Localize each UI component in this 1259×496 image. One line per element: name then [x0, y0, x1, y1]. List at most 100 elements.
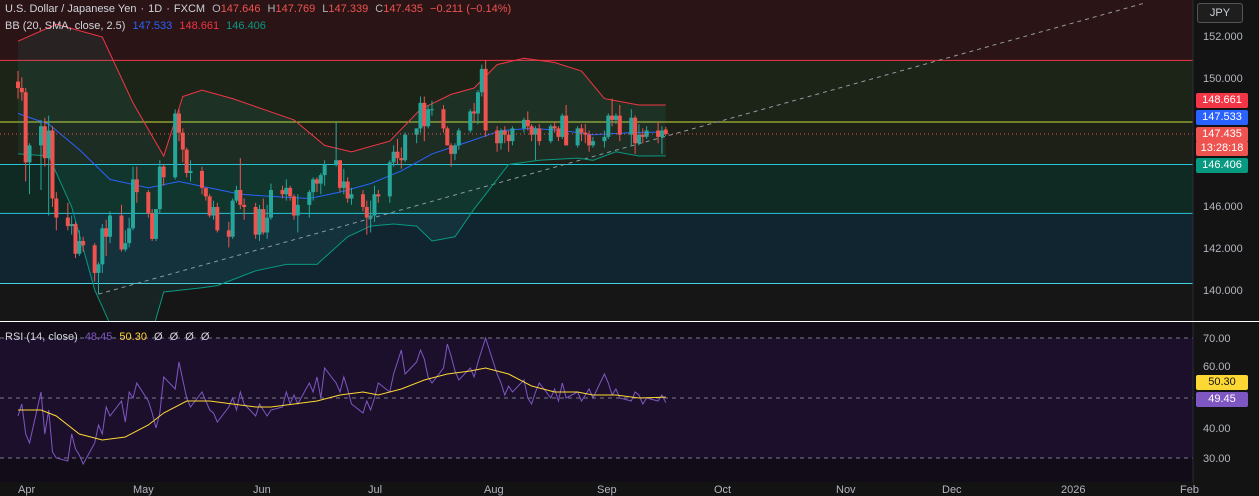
rsi-ma-value: 50.30: [119, 331, 147, 343]
candle-body: [203, 187, 208, 197]
candle-body: [19, 88, 24, 93]
zone-top: [0, 0, 1193, 61]
close-label: C: [375, 3, 384, 15]
candle-body: [449, 145, 454, 154]
bb-legend[interactable]: BB (20, SMA, close, 2.5) 147.533 148.661…: [5, 20, 270, 32]
price-tick: 142.000: [1203, 243, 1243, 255]
rsi-line: [17, 336, 667, 466]
change-value: −0.211 (−0.14%): [430, 3, 512, 15]
x-tick: Feb: [1180, 484, 1199, 496]
candle-body: [387, 162, 392, 197]
candle-body: [472, 111, 477, 114]
candle-body: [656, 130, 661, 137]
interval-label: 1D: [148, 3, 163, 15]
candle-body: [613, 115, 618, 120]
candle-body: [77, 241, 82, 254]
candle-body: [345, 181, 350, 199]
candle-body: [107, 215, 112, 237]
candle-body: [46, 130, 51, 159]
candle-body: [50, 130, 55, 199]
open-value: 147.646: [220, 3, 261, 15]
countdown-badge: 13:28:18: [1196, 141, 1248, 156]
candle-body: [295, 204, 300, 216]
candle-body: [510, 128, 515, 142]
zone-bottom: [0, 283, 1193, 321]
candle-body: [268, 190, 273, 218]
rsi-tick: 70.00: [1203, 333, 1231, 345]
candle-body: [341, 181, 346, 188]
candle-body: [395, 151, 400, 159]
candle-body: [42, 126, 47, 159]
candle-body: [16, 81, 20, 88]
candle-body: [96, 264, 101, 273]
open-label: O: [212, 3, 221, 15]
candlesticks: [16, 60, 668, 295]
candle-body: [161, 166, 166, 178]
rsi-legend[interactable]: RSI (14, close) 48.45 50.30 Ø Ø Ø Ø: [5, 331, 213, 343]
candle-body: [38, 126, 43, 146]
candle-body: [525, 119, 530, 127]
candle-body: [583, 132, 588, 135]
candle-body: [199, 170, 204, 188]
candle-body: [157, 166, 162, 210]
symbol-name: U.S. Dollar / Japanese Yen: [5, 3, 137, 15]
candle-body: [498, 130, 503, 144]
candle-body: [226, 230, 231, 237]
candle-body: [372, 194, 377, 216]
candle-body: [403, 134, 408, 161]
candle-body: [610, 115, 615, 120]
candle-body: [537, 128, 542, 142]
rsi-value: 48.45: [84, 331, 113, 343]
candle-body: [27, 145, 32, 163]
currency-button[interactable]: JPY: [1197, 3, 1243, 23]
rsi-ma-line: [18, 367, 666, 441]
candle-body: [119, 215, 124, 250]
candle-body: [368, 215, 373, 218]
candle-body: [441, 109, 446, 129]
candle-body: [211, 207, 216, 216]
x-tick: Oct: [714, 484, 732, 496]
bollinger-upper-line: [17, 23, 666, 158]
candle-body: [291, 196, 296, 216]
candle-body: [127, 228, 132, 244]
basis-badge: 147.533: [1196, 110, 1248, 125]
candle-body: [265, 217, 270, 233]
candle-body: [560, 115, 565, 137]
candle-body: [123, 243, 128, 250]
x-tick: May: [133, 484, 154, 496]
candle-body: [253, 207, 258, 235]
x-tick: Jun: [253, 484, 271, 496]
rsi-pane: [0, 322, 1193, 482]
x-tick: Sep: [597, 484, 617, 496]
candle-body: [261, 209, 266, 233]
candle-body: [100, 228, 105, 265]
candle-body: [587, 134, 592, 146]
candle-body: [307, 192, 312, 205]
candle-body: [633, 117, 638, 144]
candle-body: [606, 115, 611, 137]
candle-body: [445, 128, 450, 146]
background-zones: [0, 0, 1193, 321]
symbol-legend[interactable]: U.S. Dollar / Japanese Yen · 1D · FXCM O147.…: [5, 3, 512, 15]
rsi-na-3: Ø: [185, 331, 194, 343]
candle-body: [552, 126, 557, 129]
upper-band-badge: 148.661: [1196, 93, 1248, 108]
candle-body: [188, 170, 193, 173]
bb-lower-value: 146.406: [226, 20, 266, 32]
candle-body: [479, 68, 484, 93]
candle-body: [215, 207, 220, 231]
price-tick: 152.000: [1203, 31, 1243, 43]
candle-body: [360, 194, 365, 207]
candle-body: [506, 134, 511, 142]
candle-body: [644, 130, 649, 137]
candle-body: [548, 126, 553, 142]
candle-body: [483, 68, 488, 131]
candle-body: [429, 109, 434, 111]
high-value: 147.769: [275, 3, 316, 15]
candle-body: [242, 204, 247, 207]
exchange-label: FXCM: [173, 3, 206, 15]
bb-name: BB (20, SMA, close, 2.5): [5, 20, 126, 32]
candle-body: [659, 130, 664, 137]
